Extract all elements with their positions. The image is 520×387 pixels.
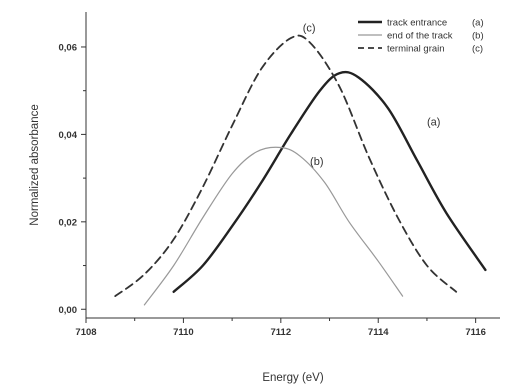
axes: 7108 7110 7112 7114 7116 0,00 0,02 0,04 0,06 (59, 12, 501, 338)
legend-tag: (c) (472, 44, 483, 55)
x-tick-label: 7110 (173, 327, 194, 338)
series-track-entrance (174, 72, 486, 292)
x-axis-label: Energy (eV) (262, 372, 324, 384)
legend-item-terminal-grain: terminal grain (c) (358, 44, 483, 55)
x-tick-label: 7114 (368, 327, 389, 338)
x-tick-label: 7112 (271, 327, 292, 338)
y-tick-label: 0,02 (59, 217, 78, 228)
legend-tag: (b) (472, 31, 484, 42)
y-tick-label: 0,00 (59, 305, 78, 316)
x-tick-label: 7116 (465, 327, 486, 338)
legend-label: end of the track (387, 31, 453, 42)
legend-label: terminal grain (387, 44, 445, 55)
annotation-b: (b) (310, 156, 323, 168)
legend-label: track entrance (387, 18, 447, 29)
legend: track entrance (a) end of the track (b) term… (358, 18, 484, 55)
annotation-a: (a) (427, 117, 440, 129)
legend-tag: (a) (472, 18, 484, 29)
series-layer (115, 36, 485, 305)
annotation-c: (c) (303, 23, 316, 35)
series-terminal-grain (115, 36, 456, 297)
legend-item-end-of-track: end of the track (b) (358, 31, 484, 42)
legend-item-track-entrance: track entrance (a) (358, 18, 484, 29)
y-axis-label: Normalized absorbance (29, 104, 41, 225)
x-tick-label: 7108 (75, 327, 96, 338)
y-tick-label: 0,06 (59, 42, 78, 53)
y-tick-label: 0,04 (59, 130, 78, 141)
series-end-of-track (144, 147, 402, 305)
